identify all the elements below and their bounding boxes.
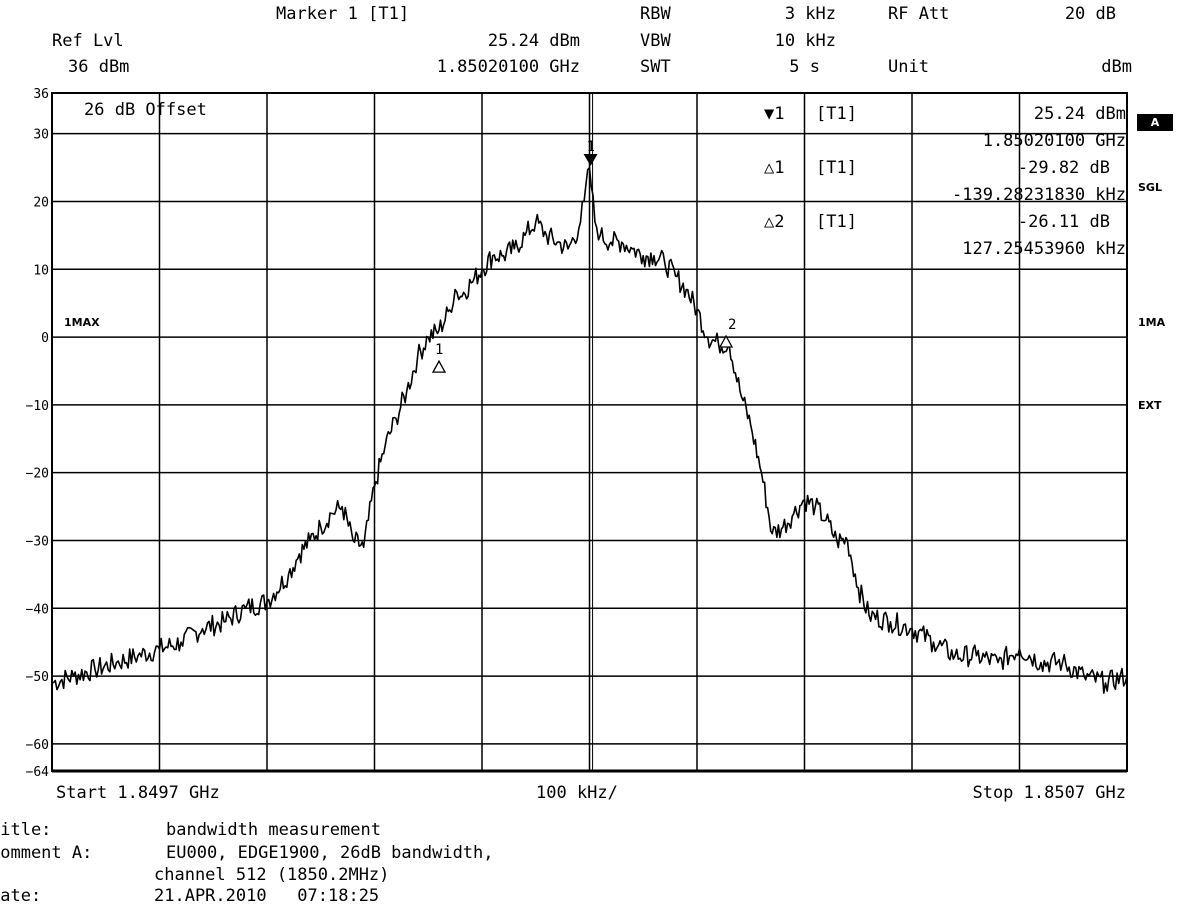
delta1-level: -29.82 dB	[1017, 158, 1110, 178]
delta1-freq: -139.28231830 kHz	[952, 185, 1126, 205]
unit-label: Unit	[888, 57, 929, 77]
y-tick-labels: 36 30 20 10 0 −10 −20 −30 −40 −50 −60 −64	[26, 87, 50, 780]
trace-mode-right: 1MA	[1138, 316, 1166, 329]
ref-lvl-value: 36 dBm	[68, 57, 130, 77]
marker-title: Marker 1 [T1]	[276, 4, 410, 24]
y-tick-label: −20	[26, 467, 49, 482]
delta-marker-triangle	[718, 334, 734, 348]
y-tick-label: 10	[33, 263, 49, 278]
x-span-label: 100 kHz/	[536, 783, 618, 803]
y-tick-label: −30	[26, 534, 49, 549]
vbw-label: VBW	[640, 31, 671, 51]
delta-marker-number: 2	[728, 317, 736, 333]
delta-marker-number: 1	[435, 342, 443, 358]
comment-line2: channel 512 (1850.2MHz)	[154, 865, 390, 885]
marker1-level: 25.24 dBm	[1033, 104, 1126, 124]
marker-triangle	[583, 153, 598, 166]
x-start-label: Start 1.8497 GHz	[56, 783, 220, 803]
y-tick-label: 20	[33, 195, 49, 210]
y-tick-label: 30	[33, 128, 49, 143]
trace-markers: 1 1 2	[431, 93, 736, 771]
delta2-tag: [T1]	[816, 212, 857, 232]
title-value: bandwidth measurement	[166, 820, 381, 840]
marker1-freq: 1.85020100 GHz	[982, 131, 1126, 151]
marker-freq: 1.85020100 GHz	[436, 57, 580, 77]
ref-lvl-label: Ref Lvl	[52, 31, 124, 51]
y-tick-label: 0	[41, 331, 49, 346]
marker-level: 25.24 dBm	[487, 31, 580, 51]
swt-value: 5 s	[789, 57, 820, 77]
rf-att-label: RF Att	[888, 4, 950, 24]
rf-att-value: 20 dB	[1064, 4, 1116, 24]
y-tick-label: −40	[26, 602, 49, 617]
x-stop-label: Stop 1.8507 GHz	[972, 783, 1126, 803]
unit-value: dBm	[1101, 57, 1132, 77]
delta2-freq: 127.25453960 kHz	[962, 239, 1126, 259]
trace-a-indicator: A	[1137, 114, 1173, 131]
comment-label: Comment A:	[0, 843, 93, 863]
y-tick-label: −60	[26, 738, 49, 753]
y-tick-label: −50	[26, 670, 49, 685]
trace-mode-label: 1MAX	[64, 316, 100, 329]
date-label: Date:	[0, 886, 42, 906]
sgl-indicator: SGL	[1138, 181, 1162, 194]
ext-indicator: EXT	[1138, 399, 1162, 412]
marker1-symbol: ▼1	[764, 104, 785, 124]
marker-number: 1	[587, 139, 595, 155]
marker1-tag: [T1]	[816, 104, 857, 124]
delta1-tag: [T1]	[816, 158, 857, 178]
title-label: Title:	[0, 820, 52, 840]
delta2-level: -26.11 dB	[1017, 212, 1110, 232]
delta2-symbol: △2	[764, 212, 785, 232]
y-tick-label: 36	[33, 87, 49, 102]
delta1-symbol: △1	[764, 158, 785, 178]
offset-label: 26 dB Offset	[84, 100, 207, 120]
rbw-value: 3 kHz	[784, 4, 836, 24]
comment-line1: EU000, EDGE1900, 26dB bandwidth,	[166, 843, 494, 863]
vbw-value: 10 kHz	[774, 31, 836, 51]
y-tick-label: −10	[26, 399, 49, 414]
y-tick-label: −64	[26, 765, 50, 780]
date-value: 21.APR.2010 07:18:25	[154, 886, 380, 906]
swt-label: SWT	[640, 57, 671, 77]
rbw-label: RBW	[640, 4, 671, 24]
delta-marker-triangle	[431, 359, 447, 373]
